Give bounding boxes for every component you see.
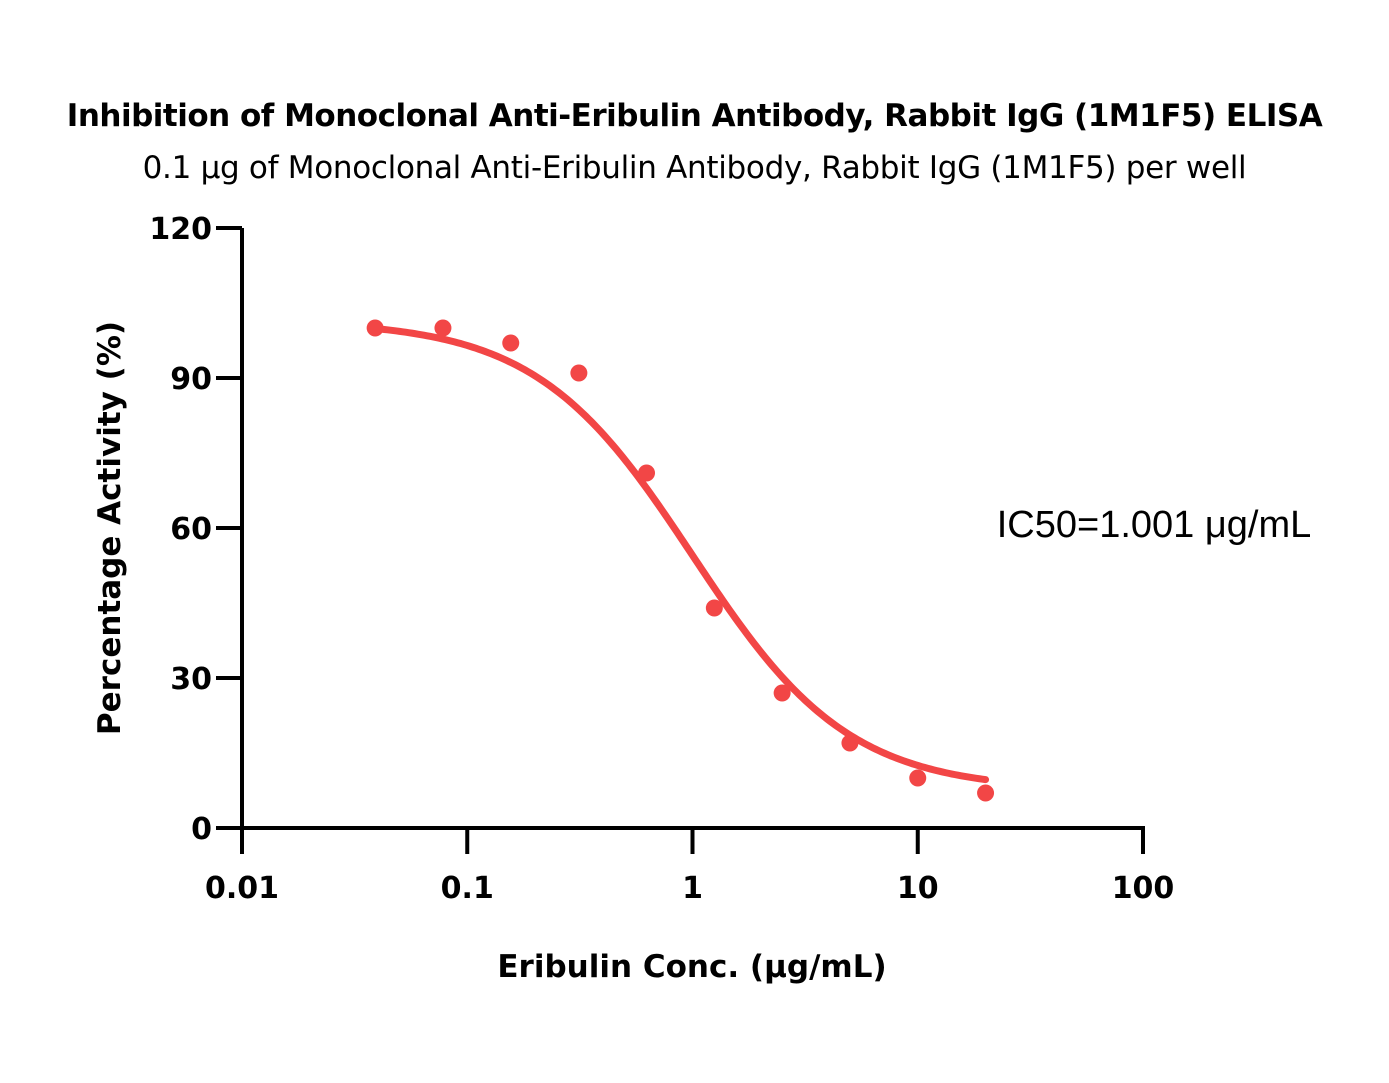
data-point — [773, 684, 791, 702]
data-point — [841, 734, 859, 752]
y-tick-label: 90 — [170, 362, 212, 397]
data-point — [502, 334, 520, 352]
y-axis-label: Percentage Activity (%) — [92, 321, 128, 735]
data-point — [638, 464, 656, 482]
y-tick-label: 0 — [191, 812, 212, 847]
data-point — [570, 364, 588, 382]
ic50-annotation: IC50=1.001 μg/mL — [997, 504, 1311, 546]
fit-curve — [371, 325, 990, 784]
x-tick-label: 100 — [1112, 871, 1175, 906]
y-tick-label: 120 — [149, 212, 212, 247]
chart-subtitle: 0.1 μg of Monoclonal Anti-Eribulin Antib… — [142, 150, 1247, 186]
x-tick-label: 0.01 — [205, 871, 279, 906]
data-point — [909, 769, 927, 787]
data-point — [977, 784, 995, 802]
x-tick-label: 0.1 — [441, 871, 494, 906]
data-point — [705, 599, 723, 617]
chart-title: Inhibition of Monoclonal Anti-Eribulin A… — [66, 98, 1323, 134]
x-tick-label: 1 — [682, 871, 703, 906]
x-axis-label: Eribulin Conc. (μg/mL) — [497, 949, 886, 985]
x-tick-label: 10 — [897, 871, 939, 906]
y-tick-label: 30 — [170, 662, 212, 697]
chart-marks — [366, 319, 995, 802]
data-point — [366, 319, 384, 337]
data-point — [434, 319, 452, 337]
axes: 0 30 60 90 120 0.01 0.1 1 10 100 — [149, 212, 1174, 906]
y-tick-label: 60 — [170, 512, 212, 547]
